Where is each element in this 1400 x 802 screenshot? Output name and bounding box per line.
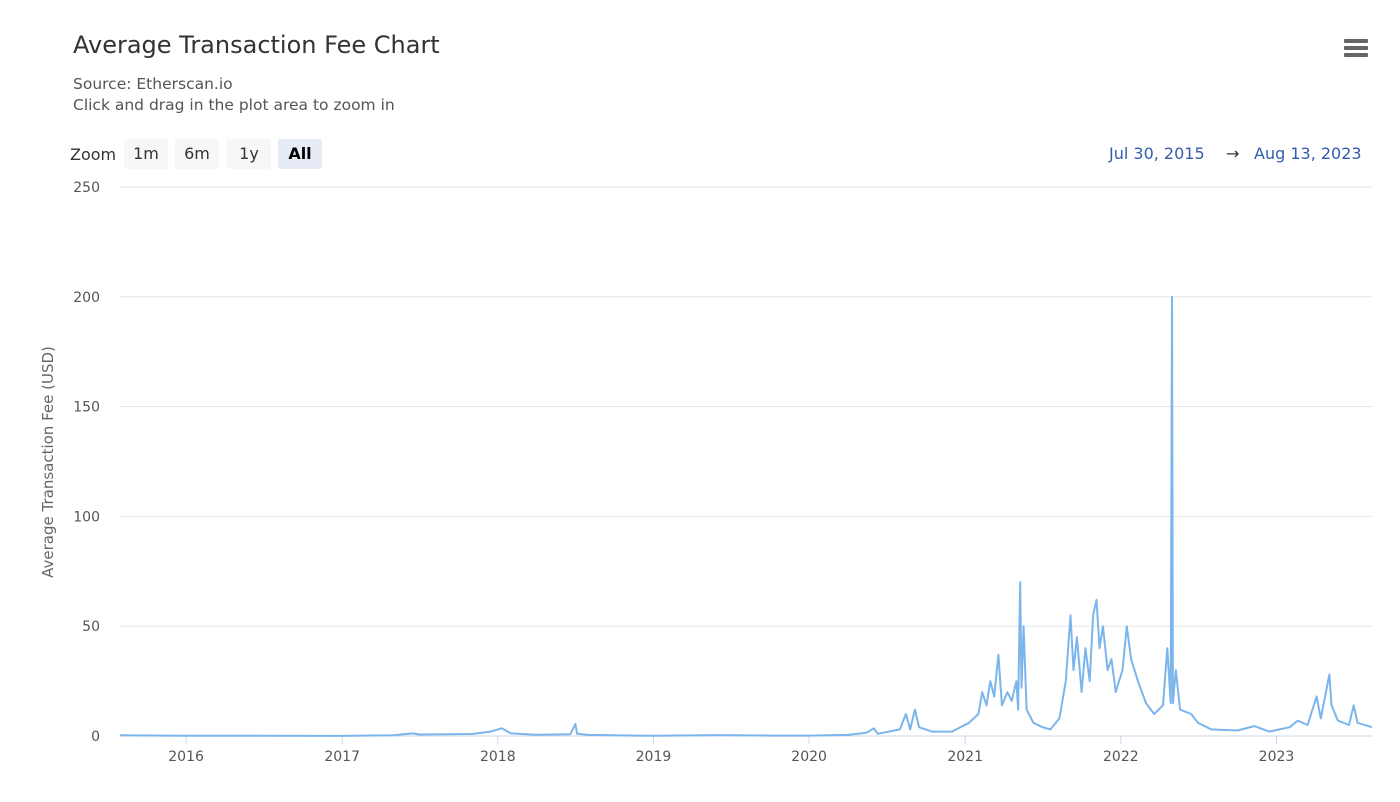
range-from-input[interactable]: Jul 30, 2015: [1109, 144, 1205, 163]
x-tick-label: 2018: [480, 749, 516, 765]
y-tick-label: 0: [91, 729, 100, 745]
x-tick-label: 2021: [947, 749, 983, 765]
x-tick-label: 2016: [168, 749, 204, 765]
chart-title: Average Transaction Fee Chart: [73, 31, 440, 59]
chart-subtitle-hint: Click and drag in the plot area to zoom …: [73, 96, 395, 114]
hamburger-menu-icon[interactable]: [1342, 36, 1370, 60]
y-tick-label: 50: [82, 619, 100, 635]
y-tick-label: 200: [73, 290, 100, 306]
range-arrow: →: [1226, 144, 1240, 163]
x-tick-label: 2022: [1103, 749, 1139, 765]
y-tick-label: 250: [73, 180, 100, 196]
range-to-input[interactable]: Aug 13, 2023: [1254, 144, 1362, 163]
y-tick-label: 100: [73, 509, 100, 525]
y-tick-label: 150: [73, 400, 100, 416]
x-tick-label: 2017: [324, 749, 360, 765]
x-tick-label: 2023: [1259, 749, 1295, 765]
x-tick-label: 2019: [636, 749, 672, 765]
zoom-button-all[interactable]: All: [278, 139, 322, 169]
zoom-label: Zoom: [70, 145, 117, 164]
y-axis: 0 50 100 150 200 250: [73, 180, 100, 745]
zoom-button-1y[interactable]: 1y: [227, 139, 271, 169]
x-tick-label: 2020: [791, 749, 827, 765]
zoom-button-6m[interactable]: 6m: [175, 139, 219, 169]
chart-subtitle-source: Source: Etherscan.io: [73, 75, 233, 93]
grid-lines: [120, 186, 1372, 737]
y-axis-label: Average Transaction Fee (USD): [39, 346, 57, 578]
series-line[interactable]: [119, 295, 1373, 737]
x-axis: 2016 2017 2018 2019 2020 2021 2022 2023: [168, 736, 1294, 765]
zoom-button-1m[interactable]: 1m: [124, 139, 168, 169]
